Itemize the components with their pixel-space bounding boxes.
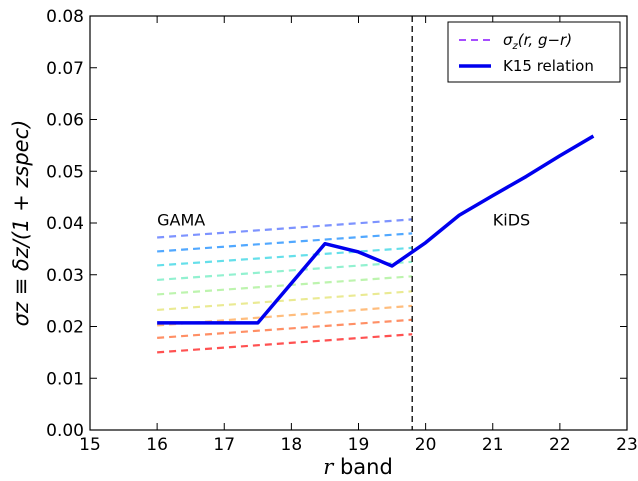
legend-label-sigma: σz(r, g−r): [503, 31, 572, 52]
y-tick-label: 0.07: [46, 59, 84, 79]
x-tick-label: 20: [415, 435, 437, 455]
annotation-layer: GAMA KiDS: [157, 211, 530, 230]
sigma-line-6: [157, 246, 413, 267]
sigma-line-4: [157, 275, 413, 296]
x-tick-label: 23: [616, 435, 638, 455]
y-tick-label: 0.06: [46, 111, 84, 131]
y-tick-label: 0.03: [46, 266, 84, 286]
x-axis-title-rest: band: [333, 455, 393, 479]
legend: σz(r, g−r) K15 relation: [447, 21, 621, 83]
sigma-line-1: [157, 318, 413, 339]
y-tick-label: 0.00: [46, 421, 84, 441]
sigma-line-7: [157, 232, 413, 253]
plot-area: 15 16 17 18 19 20 21 22 23 0.00 0.01 0.02 0.03 0.04 0.…: [46, 7, 638, 455]
sigma-line-8: [157, 218, 413, 239]
legend-sigma-rest: (r, g−r): [518, 31, 572, 49]
x-axis-title: r band: [323, 455, 393, 479]
legend-sigma-main: σ: [503, 31, 513, 49]
y-tick-label: 0.01: [46, 369, 84, 389]
legend-box: [447, 21, 621, 83]
x-tick-label: 15: [79, 435, 101, 455]
sigma-line-0: [157, 333, 413, 354]
y-axis-title: σz ≡ δz/(1 + zspec): [9, 120, 33, 327]
x-axis-title-math: r: [323, 455, 335, 479]
x-tick-label: 18: [281, 435, 303, 455]
legend-label-k15: K15 relation: [503, 57, 594, 75]
x-tick-label: 16: [146, 435, 168, 455]
plot-frame: [89, 15, 628, 431]
x-tick-label: 22: [549, 435, 571, 455]
x-tick-label: 19: [348, 435, 370, 455]
legend-sigma-sub: z: [512, 41, 519, 52]
series-layer: [157, 16, 595, 430]
sigma-line-3: [157, 290, 413, 312]
sigma-line-5: [157, 260, 413, 282]
y-tick-label: 0.08: [46, 7, 84, 27]
x-tick-label: 17: [213, 435, 235, 455]
y-tick-label: 0.04: [46, 214, 84, 234]
annotation-gama: GAMA: [157, 211, 205, 230]
y-tick-label: 0.02: [46, 318, 84, 338]
y-tick-label: 0.05: [46, 162, 84, 182]
x-tick-label: 21: [482, 435, 504, 455]
k15-relation-line: [157, 134, 595, 325]
annotation-kids: KiDS: [493, 211, 530, 230]
ticks-layer: 15 16 17 18 19 20 21 22 23 0.00 0.01 0.02 0.03 0.04 0.…: [46, 7, 638, 455]
